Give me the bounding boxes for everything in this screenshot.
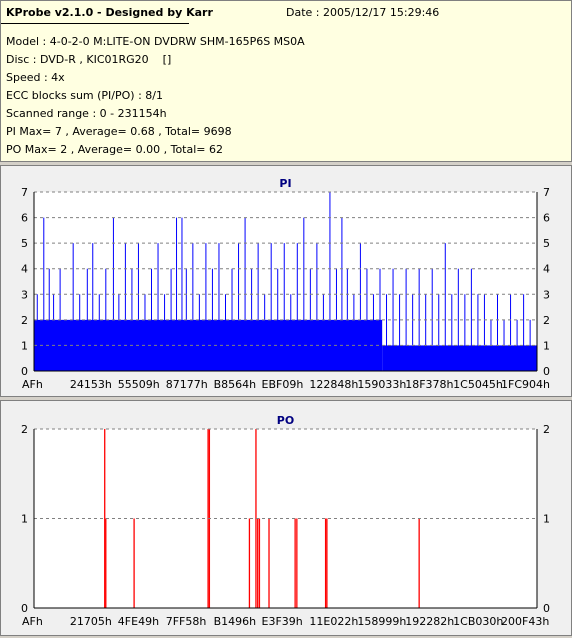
po-ytick-label-right: 0 [543, 602, 550, 615]
pi-ytick-label-left: 7 [21, 186, 28, 199]
po-xtick-label: AFh [22, 615, 43, 628]
model-line: Model : 4-0-2-0 M:LITE-ON DVDRW SHM-165P… [6, 35, 305, 48]
info-panel: KProbe v2.1.0 - Designed by Karr Date : … [0, 0, 572, 162]
pi-xtick-label: EBF09h [262, 378, 304, 391]
po-xtick-label: 1CB030h [453, 615, 503, 628]
pi-xtick-label: 87177h [166, 378, 208, 391]
pi-ytick-label-left: 6 [21, 212, 28, 225]
pi-ytick-label-right: 6 [543, 212, 550, 225]
po-xtick-label: 11E022h [309, 615, 358, 628]
pi-baseline-segment [382, 345, 537, 371]
pi-xtick-label: 55509h [118, 378, 160, 391]
title-underline [1, 23, 189, 24]
po-chart-title: PO [277, 414, 294, 427]
pi-ytick-label-right: 3 [543, 288, 550, 301]
pi-xtick-label: AFh [22, 378, 43, 391]
po-xtick-label: 4FE49h [118, 615, 159, 628]
pi-xtick-label: 159033h [357, 378, 406, 391]
po-summary-line: PO Max= 2 , Average= 0.00 , Total= 62 [6, 143, 223, 156]
po-xtick-label: E3F39h [262, 615, 303, 628]
pi-ytick-label-right: 7 [543, 186, 550, 199]
po-xtick-label: 158999h [357, 615, 406, 628]
disc-line: Disc : DVD-R , KIC01RG20 [] [6, 53, 172, 66]
app-title: KProbe v2.1.0 - Designed by Karr [6, 6, 213, 19]
pi-ytick-label-right: 5 [543, 237, 550, 250]
po-ytick-label-left: 2 [21, 423, 28, 436]
pi-chart-title: PI [279, 177, 291, 190]
pi-xtick-label: B8564h [214, 378, 257, 391]
po-ytick-label-right: 1 [543, 513, 550, 526]
po-xtick-label: 21705h [70, 615, 112, 628]
po-ytick-label-left: 1 [21, 513, 28, 526]
scan-date: Date : 2005/12/17 15:29:46 [286, 6, 440, 19]
pi-xtick-label: 18F378h [405, 378, 453, 391]
po-xtick-label: 192282h [405, 615, 454, 628]
po-ytick-label-left: 0 [21, 602, 28, 615]
pi-ytick-label-left: 5 [21, 237, 28, 250]
pi-xtick-label: 1C5045h [453, 378, 503, 391]
po-chart-panel: PO 0 0 1 1 2 2 AFh 21705h 4FE49h 7FF58h B1496h E3F39… [0, 400, 572, 636]
ecc-line: ECC blocks sum (PI/PO) : 8/1 [6, 89, 163, 102]
pi-ytick-label-right: 4 [543, 263, 550, 276]
pi-chart: PI 0 0 1 1 2 2 3 3 4 4 5 5 6 6 7 7 AFh 24153h 55509h 87177h B… [21, 177, 550, 391]
range-line: Scanned range : 0 - 231154h [6, 107, 167, 120]
po-xtick-label: 7FF58h [166, 615, 207, 628]
po-xtick-label: B1496h [214, 615, 257, 628]
pi-ytick-label-left: 4 [21, 263, 28, 276]
pi-chart-panel: PI 0 0 1 1 2 2 3 3 4 4 5 5 6 6 7 7 AFh 24153h 55509h 87177h B… [0, 165, 572, 397]
pi-ytick-label-right: 0 [543, 365, 550, 378]
pi-summary-line: PI Max= 7 , Average= 0.68 , Total= 9698 [6, 125, 232, 138]
pi-ytick-label-left: 1 [21, 339, 28, 352]
po-ytick-label-right: 2 [543, 423, 550, 436]
po-plot-area [34, 429, 537, 608]
pi-ytick-label-left: 2 [21, 314, 28, 327]
po-xtick-label: 200F43h [501, 615, 549, 628]
pi-xtick-label: 1FC904h [501, 378, 550, 391]
pi-xtick-label: 122848h [309, 378, 358, 391]
pi-ytick-label-right: 1 [543, 339, 550, 352]
pi-ytick-label-left: 0 [21, 365, 28, 378]
pi-xtick-label: 24153h [70, 378, 112, 391]
pi-ytick-label-left: 3 [21, 288, 28, 301]
pi-ytick-label-right: 2 [543, 314, 550, 327]
po-chart: PO 0 0 1 1 2 2 AFh 21705h 4FE49h 7FF58h B1496h E3F39… [21, 414, 550, 628]
speed-line: Speed : 4x [6, 71, 65, 84]
